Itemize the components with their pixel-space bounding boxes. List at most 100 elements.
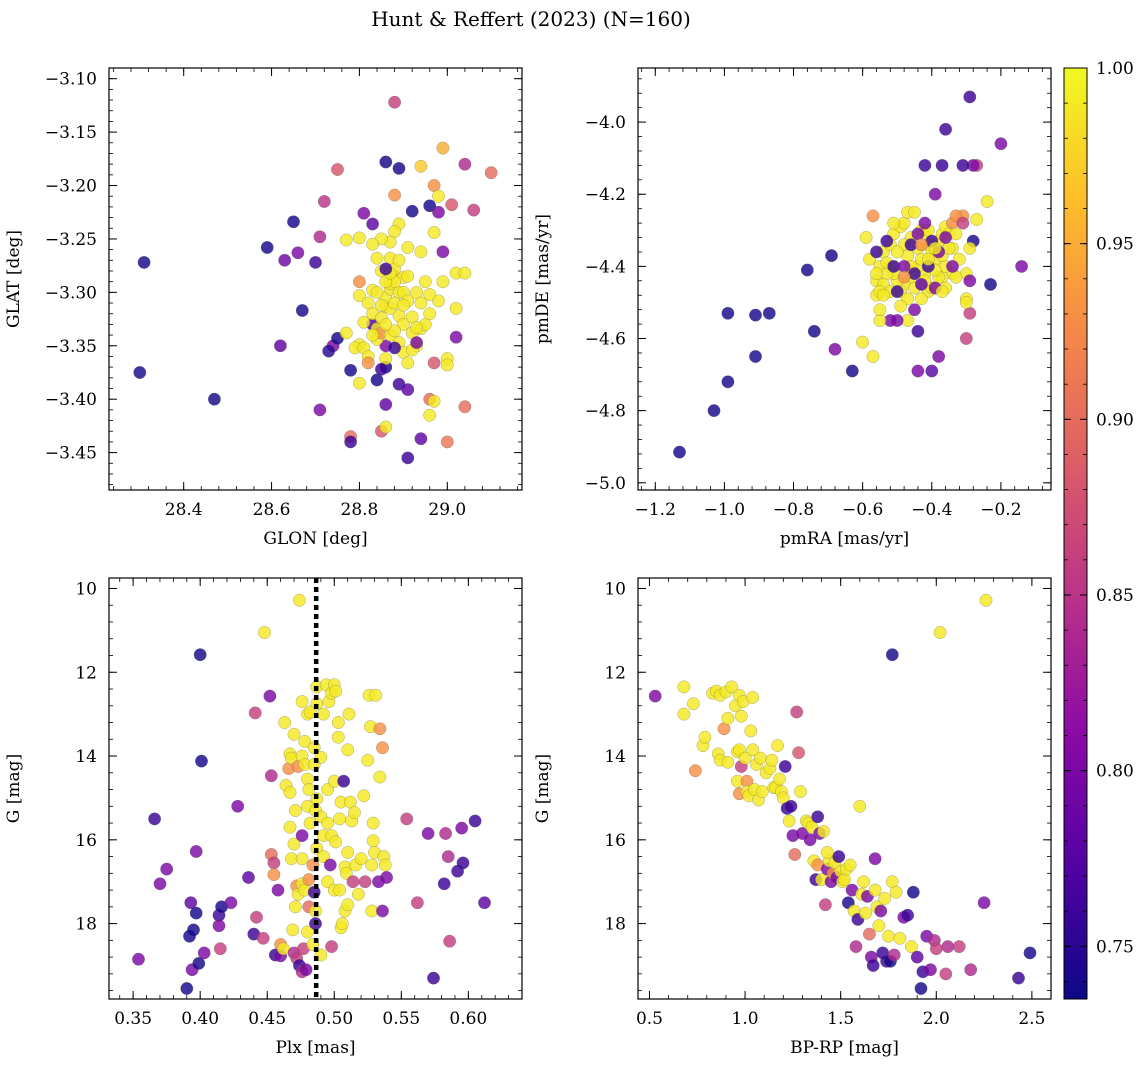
y-tick-label: 18 bbox=[75, 915, 97, 935]
data-point bbox=[878, 892, 892, 905]
y-axis-label: pmDE [mas/yr] bbox=[533, 214, 553, 344]
data-point bbox=[346, 875, 360, 889]
data-point bbox=[911, 227, 925, 241]
data-point bbox=[866, 350, 880, 363]
data-point bbox=[374, 362, 388, 376]
data-point bbox=[357, 206, 371, 220]
y-tick-label: 16 bbox=[604, 831, 626, 851]
data-point bbox=[921, 252, 935, 266]
data-point bbox=[288, 804, 302, 817]
data-point bbox=[721, 755, 735, 769]
data-point bbox=[267, 856, 281, 870]
data-point bbox=[388, 341, 401, 355]
data-point bbox=[396, 317, 410, 331]
x-tick-label: 28.6 bbox=[253, 500, 291, 520]
data-point bbox=[378, 858, 392, 872]
data-point bbox=[874, 904, 888, 918]
data-point bbox=[458, 157, 472, 171]
x-tick-label: −0.2 bbox=[980, 500, 1021, 520]
data-point bbox=[832, 850, 846, 863]
data-point bbox=[302, 873, 316, 886]
data-point bbox=[455, 821, 469, 835]
data-point bbox=[295, 829, 309, 842]
data-point bbox=[887, 948, 901, 962]
data-point bbox=[868, 852, 882, 866]
data-point bbox=[885, 648, 899, 662]
data-point bbox=[866, 959, 880, 972]
data-point bbox=[352, 376, 366, 390]
data-point bbox=[423, 199, 437, 213]
y-tick-label: 10 bbox=[75, 579, 97, 599]
data-point bbox=[287, 727, 301, 741]
data-point bbox=[467, 203, 481, 217]
x-tick-label: 29.0 bbox=[428, 500, 466, 520]
data-point bbox=[193, 648, 207, 662]
axes-frame bbox=[108, 67, 523, 491]
data-point bbox=[323, 858, 337, 872]
data-point bbox=[392, 161, 406, 175]
data-point bbox=[911, 324, 925, 338]
data-point bbox=[423, 288, 437, 301]
data-point bbox=[248, 706, 262, 720]
data-point bbox=[427, 226, 441, 239]
data-point bbox=[894, 299, 908, 313]
data-point bbox=[905, 940, 918, 953]
data-point bbox=[755, 785, 769, 798]
data-point bbox=[160, 862, 174, 876]
data-point bbox=[914, 982, 928, 995]
data-point bbox=[344, 363, 357, 377]
data-point bbox=[392, 253, 406, 267]
data-point bbox=[366, 217, 379, 231]
data-point bbox=[963, 90, 977, 104]
data-point bbox=[445, 198, 459, 212]
data-point bbox=[423, 307, 437, 321]
data-point bbox=[773, 772, 786, 786]
data-point bbox=[856, 335, 869, 349]
data-point bbox=[859, 906, 872, 920]
x-tick-label: −1.0 bbox=[704, 500, 745, 520]
data-point bbox=[347, 806, 361, 819]
data-point bbox=[897, 270, 911, 284]
data-point bbox=[339, 866, 353, 880]
data-point bbox=[880, 234, 894, 248]
data-point bbox=[721, 306, 735, 320]
data-point bbox=[352, 231, 366, 245]
data-point bbox=[137, 255, 151, 269]
data-point bbox=[317, 850, 330, 863]
data-point bbox=[341, 898, 355, 912]
colorbar: 0.75 0.80 0.85 0.90 0.95 1.00 bbox=[1063, 59, 1134, 1000]
data-point bbox=[868, 883, 882, 897]
data-point bbox=[351, 887, 365, 901]
data-point bbox=[872, 919, 886, 933]
data-point bbox=[273, 339, 287, 353]
data-point bbox=[352, 289, 366, 302]
y-tick-label: −3.20 bbox=[45, 177, 97, 197]
x-tick-label: 1.0 bbox=[732, 1009, 759, 1029]
data-point bbox=[361, 753, 375, 767]
data-point bbox=[908, 303, 921, 317]
data-point bbox=[980, 195, 994, 208]
data-point bbox=[439, 827, 452, 840]
data-point bbox=[984, 277, 997, 291]
data-point bbox=[468, 814, 482, 828]
data-point bbox=[418, 275, 432, 289]
data-point bbox=[325, 940, 338, 953]
data-point bbox=[918, 216, 932, 230]
x-tick-label: 28.8 bbox=[341, 500, 379, 520]
data-point bbox=[369, 688, 383, 702]
colorbar-tick-label: 0.90 bbox=[1096, 410, 1134, 430]
data-point bbox=[388, 188, 401, 202]
data-point bbox=[410, 896, 424, 910]
data-point bbox=[352, 275, 366, 289]
colorbar-gradient bbox=[1063, 67, 1088, 1000]
data-point bbox=[845, 364, 859, 378]
data-point bbox=[949, 270, 963, 284]
data-point bbox=[189, 845, 203, 858]
x-tick-label: 0.40 bbox=[181, 1009, 219, 1029]
data-point bbox=[478, 896, 491, 910]
data-point bbox=[365, 858, 379, 872]
data-point bbox=[784, 799, 798, 813]
data-point bbox=[443, 934, 456, 948]
data-point bbox=[870, 267, 883, 280]
